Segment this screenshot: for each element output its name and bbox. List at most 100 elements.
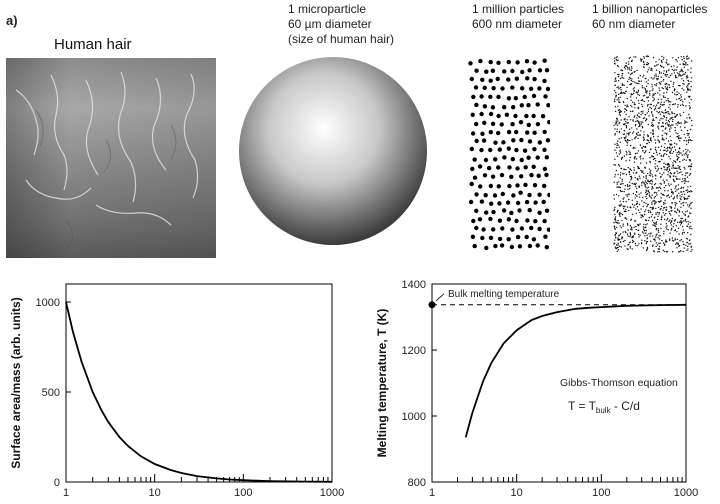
y-axis-label: Melting temperature, T (K): [375, 309, 389, 458]
nanoparticle-dot: [670, 101, 672, 103]
nanoparticle-dot: [684, 219, 686, 222]
nanoparticle-dot: [655, 213, 657, 216]
nanoparticle-dot: [625, 154, 628, 156]
nanoparticle-dot: [689, 243, 692, 245]
nanoparticle-dot: [643, 57, 645, 59]
nanoparticle-dot: [644, 230, 646, 232]
x-tick-label: 100: [592, 487, 610, 499]
nanoparticle-dot: [690, 86, 692, 88]
y-tick-label: 0: [54, 477, 60, 489]
nanoparticle-dot: [635, 97, 638, 99]
nanoparticle-dot: [661, 87, 663, 89]
nanoparticle-dot: [646, 187, 648, 189]
nanoparticle-dot: [631, 139, 633, 141]
nanoparticle-dot: [673, 72, 675, 74]
nanoparticle-dot: [646, 183, 648, 185]
nanoparticle-dot: [639, 74, 641, 77]
nanoparticle-dot: [650, 172, 652, 175]
nanoparticle-dot: [630, 99, 632, 101]
nanoparticle-dot: [616, 64, 619, 67]
nanoparticle-dot: [686, 155, 688, 157]
nanoparticle-dot: [621, 156, 624, 159]
nanoparticle-dot: [670, 229, 672, 231]
nanoparticle-dot: [684, 178, 686, 180]
nanoparticle-dot: [616, 124, 618, 126]
nanoparticle-dot: [620, 227, 622, 229]
particle-dot: [474, 138, 479, 144]
particle-dot: [470, 166, 475, 172]
nanoparticle-dot: [637, 89, 640, 92]
nanoparticle-dot: [644, 184, 646, 186]
nanoparticle-dot: [626, 144, 628, 146]
nanoparticle-dot: [613, 221, 615, 224]
nanoparticle-dot: [672, 85, 674, 88]
particle-dot: [488, 147, 493, 153]
nanoparticle-dot: [685, 211, 687, 213]
nanoparticle-dot: [657, 215, 659, 217]
nanoparticle-dot: [682, 62, 684, 65]
nanoparticle-dot: [645, 176, 647, 178]
nanoparticle-dot: [613, 164, 615, 166]
nanoparticle-dot: [637, 167, 639, 170]
nanoparticle-dot: [617, 120, 619, 122]
nanoparticle-dot: [657, 187, 660, 189]
nanoparticle-dot: [640, 162, 642, 164]
nanoparticle-dot: [634, 147, 636, 149]
nanoparticle-dot: [615, 193, 618, 196]
nanoparticle-dot: [631, 203, 634, 206]
nanoparticle-dot: [679, 178, 681, 180]
nanoparticle-dot: [668, 124, 670, 126]
nanoparticle-dot: [633, 158, 636, 160]
particle-dot: [480, 235, 485, 241]
nanoparticle-dot: [680, 250, 682, 252]
nanoparticle-dot: [686, 117, 688, 119]
nanoparticle-dot: [636, 82, 638, 84]
nanoparticle-dot: [657, 167, 660, 170]
nanoparticle-dot: [615, 247, 617, 249]
nanoparticle-dot: [671, 91, 674, 94]
nanoparticle-dot: [646, 142, 648, 145]
series-line: [464, 303, 687, 438]
nanoparticle-dot: [616, 99, 618, 101]
nanoparticle-dot: [653, 200, 655, 202]
nanoparticle-dot: [688, 226, 691, 228]
nanoparticle-dot: [687, 245, 689, 248]
nanoparticle-dot: [676, 76, 678, 79]
nanoparticle-dot: [618, 222, 620, 224]
nanoparticle-dot: [665, 184, 667, 187]
particle-dot: [543, 234, 548, 239]
nanoparticle-dot: [616, 222, 619, 224]
nanoparticle-dot: [636, 133, 638, 136]
nanoparticle-dot: [650, 132, 652, 134]
nanoparticle-dot: [684, 214, 686, 217]
nanoparticle-dot: [676, 93, 679, 96]
nanoparticle-dot: [651, 202, 653, 204]
nanoparticle-dot: [676, 156, 678, 158]
nanoparticle-dot: [690, 67, 692, 69]
nanoparticle-dot: [647, 179, 649, 181]
nanoparticle-dot: [675, 202, 678, 204]
particle-dot: [545, 138, 550, 143]
nanoparticle-dot: [626, 142, 629, 144]
nanoparticle-dot: [674, 69, 676, 71]
particle-dot: [478, 184, 483, 189]
nanoparticle-dot: [673, 65, 675, 67]
nanoparticle-dot: [667, 183, 670, 185]
nanoparticle-dot: [616, 128, 618, 130]
nanoparticle-dot: [641, 126, 643, 128]
nanoparticle-dot: [670, 149, 673, 151]
nanoparticle-dot: [618, 113, 621, 115]
nanoparticle-dot: [645, 219, 648, 222]
nanoparticle-dot: [674, 211, 676, 213]
nanoparticle-dot: [658, 201, 661, 203]
nanoparticle-dot: [686, 225, 688, 227]
nanoparticle-dot: [685, 77, 688, 79]
nanoparticle-dot: [662, 155, 664, 157]
nanoparticle-dot: [666, 122, 668, 124]
nanoparticle-dot: [665, 133, 668, 136]
nanoparticle-dot: [657, 135, 659, 138]
nanoparticle-dot: [685, 62, 687, 65]
nanoparticle-dot: [680, 222, 683, 225]
nanoparticle-dot: [646, 197, 648, 200]
nanoparticle-dot: [620, 137, 622, 139]
